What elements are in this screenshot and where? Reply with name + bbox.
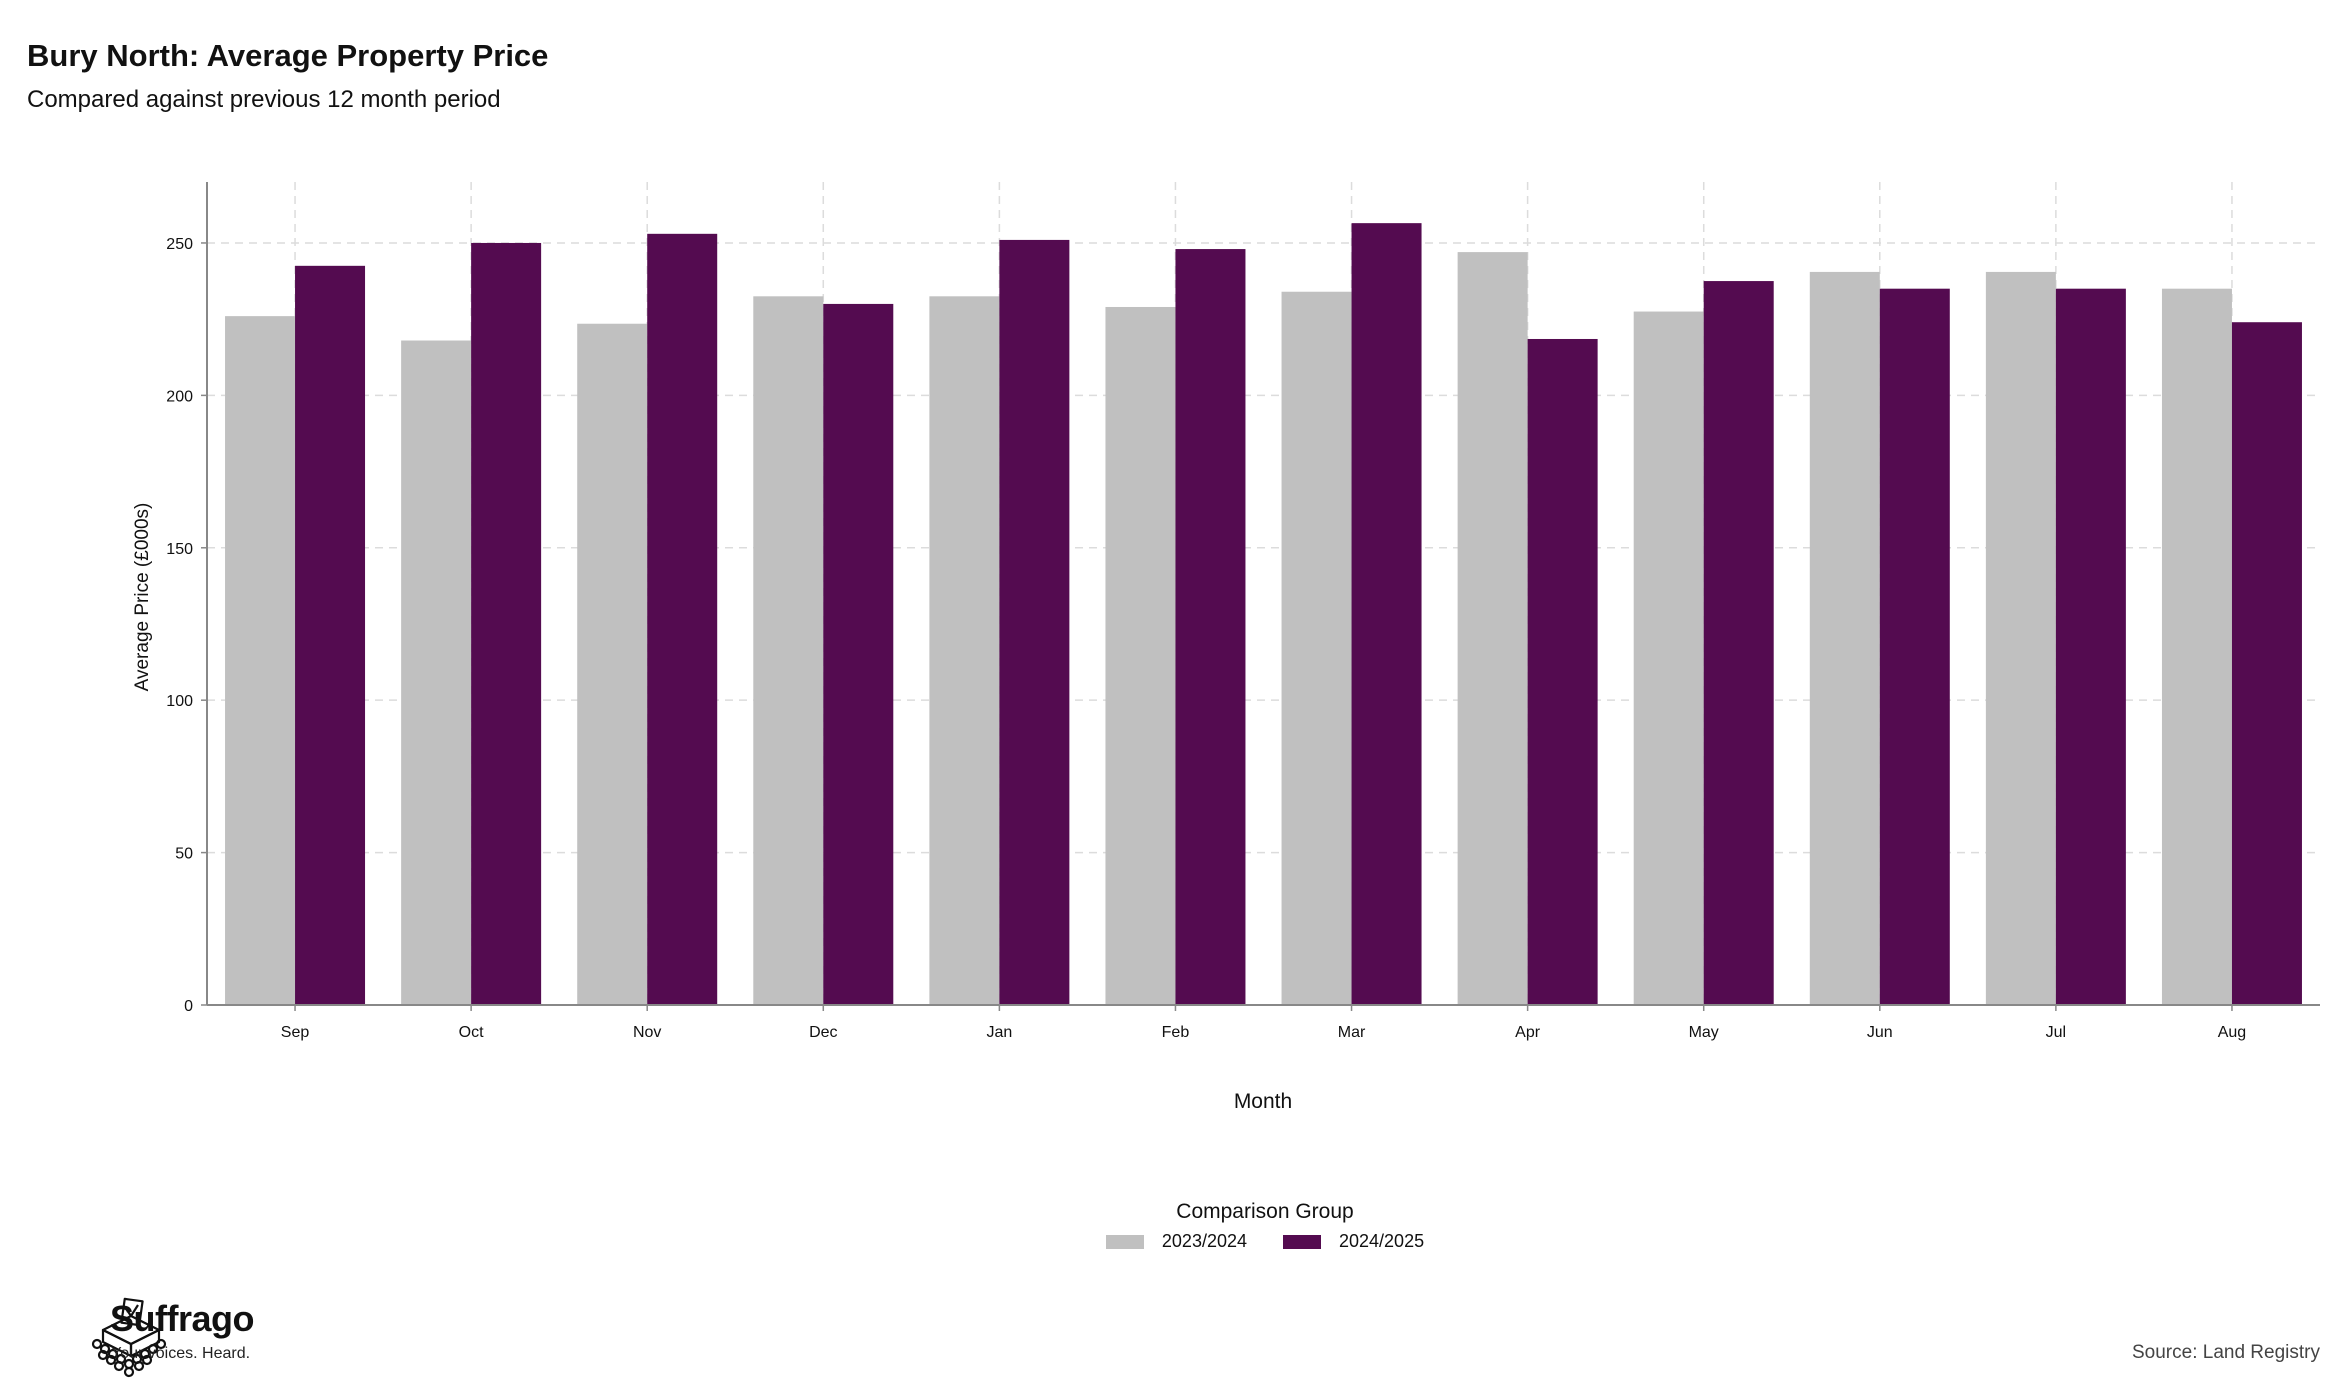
bar-2024-2025-jul (2055, 288, 2126, 1005)
x-tick-label: Aug (2218, 1024, 2246, 1041)
bar-2023-2024-aug (2161, 288, 2232, 1005)
x-tick-label: Feb (1162, 1024, 1190, 1041)
bar-2024-2025-mar (1351, 223, 1422, 1005)
legend-label: 2023/2024 (1161, 1231, 1247, 1251)
y-axis-label: Average Price (£000s) (132, 503, 153, 692)
legend-item-2024-2025: 2024/2025 (1283, 1231, 1424, 1252)
bar-2023-2024-jun (1809, 271, 1880, 1005)
y-tick-label: 150 (166, 541, 193, 558)
y-tick-label: 50 (175, 846, 193, 863)
x-tick-label: Nov (633, 1024, 661, 1041)
legend-label: 2024/2025 (1339, 1231, 1425, 1251)
bar-2023-2024-may (1633, 311, 1704, 1006)
legend-item-2023-2024: 2023/2024 (1105, 1231, 1247, 1252)
bar-2024-2025-oct (471, 242, 542, 1006)
y-tick-label: 200 (166, 388, 193, 405)
x-tick-label: Jan (986, 1024, 1012, 1041)
tick-labels: 0 50 100 150 200 250 Sep Oct Nov Dec Jan Feb Mar Apr M… (166, 236, 2246, 1041)
x-tick-label: Apr (1515, 1024, 1541, 1041)
bar-2024-2025-apr (1527, 338, 1598, 1006)
chart-title: Bury North: Average Property Price (27, 38, 549, 73)
ballot-box-icon (91, 1297, 167, 1378)
x-tick-label: Jun (1867, 1024, 1893, 1041)
bar-2024-2025-dec (823, 303, 894, 1006)
bar-2024-2025-aug (2231, 322, 2302, 1005)
bar-2024-2025-feb (1175, 249, 1246, 1005)
bar-2024-2025-may (1703, 281, 1774, 1005)
bars (225, 223, 2302, 1006)
bar-chart: 0 50 100 150 200 250 Sep Oct Nov Dec Jan Feb Mar Apr M… (132, 182, 2320, 1113)
bar-2023-2024-nov (577, 323, 648, 1005)
x-tick-label: Mar (1338, 1024, 1366, 1041)
legend-title: Comparison Group (1176, 1200, 1354, 1223)
brand-name: Suffrago (110, 1298, 255, 1339)
source-note: Source: Land Registry (2132, 1342, 2320, 1363)
legend-swatch (1105, 1234, 1144, 1249)
bar-2023-2024-apr (1457, 252, 1528, 1005)
bar-2023-2024-jan (929, 296, 1000, 1005)
x-tick-label: Jul (2046, 1024, 2066, 1041)
y-tick-label: 0 (184, 998, 193, 1015)
chart-subtitle: Compared against previous 12 month perio… (27, 86, 501, 113)
brand-tagline: Your voices. Heard. (111, 1345, 251, 1362)
x-tick-label: Oct (459, 1024, 484, 1041)
bar-2023-2024-oct (401, 340, 472, 1006)
x-tick-label: Sep (281, 1024, 310, 1041)
bar-2024-2025-sep (295, 265, 366, 1005)
y-tick-label: 100 (166, 693, 193, 710)
x-axis-label: Month (1234, 1090, 1292, 1113)
legend-swatch (1283, 1234, 1321, 1249)
x-tick-label: Dec (809, 1024, 837, 1041)
bar-2023-2024-feb (1105, 306, 1176, 1005)
legend: 2023/2024 2024/2025 (0, 1231, 2334, 1252)
x-tick-label: May (1689, 1024, 1719, 1041)
axes (201, 182, 2320, 1011)
bar-2023-2024-dec (753, 296, 824, 1005)
bar-2023-2024-sep (225, 316, 296, 1005)
y-tick-label: 250 (166, 236, 193, 253)
bar-2024-2025-jan (999, 239, 1070, 1006)
bar-2023-2024-jul (1985, 271, 2056, 1005)
bar-2024-2025-jun (1879, 288, 1950, 1005)
bar-2024-2025-nov (647, 233, 718, 1006)
bar-2023-2024-mar (1281, 291, 1352, 1005)
